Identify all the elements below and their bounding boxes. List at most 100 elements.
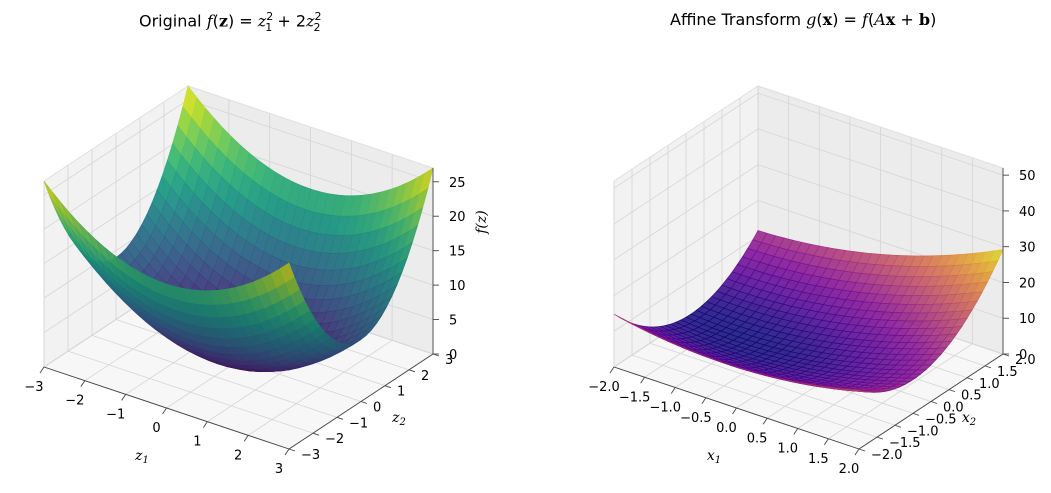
x-tick-label: 0.5 [747, 431, 768, 446]
y-tick [336, 416, 344, 420]
back-grid-line [757, 164, 1004, 248]
z-tick-label: 0 [449, 348, 457, 363]
y-tick-label: −2 [325, 432, 344, 447]
y-tick-label: −0.5 [925, 412, 957, 427]
y-tick [408, 369, 416, 373]
x-tick [762, 418, 768, 425]
y-tick [876, 436, 884, 440]
x-tick [793, 428, 799, 435]
back-grid-line [187, 99, 434, 183]
x-tick-label: 2 [234, 448, 242, 463]
y-tick-label: −1.5 [889, 436, 921, 451]
x-tick-label: −1.5 [619, 390, 651, 405]
y-tick-label: −1 [349, 416, 368, 431]
x-tick-label: 0.0 [716, 421, 737, 436]
x-tick-label: −2.0 [588, 380, 620, 395]
z-tick-label: 5 [449, 314, 457, 329]
z-axis-label: f(z) [474, 210, 490, 234]
x-tick [732, 407, 737, 415]
x-tick-label: 3 [275, 462, 283, 477]
z-tick-label: 25 [449, 176, 466, 191]
y-tick-label: −2.0 [871, 448, 903, 463]
y-tick [384, 385, 392, 389]
x-tick [39, 366, 45, 374]
x-axis-label: x1 [707, 448, 721, 466]
y-tick-label: 3 [445, 353, 453, 368]
x-tick [824, 438, 829, 445]
x-tick-label: 1.5 [808, 452, 829, 467]
y-tick-label: 0.5 [961, 389, 982, 404]
y-tick-label: 0.0 [943, 401, 964, 416]
back-grid-line [757, 128, 1004, 212]
side-grid-line [613, 164, 759, 261]
z-tick-label: 20 [449, 210, 466, 225]
x-tick-label: −3 [24, 380, 43, 395]
side-grid-line [43, 99, 189, 196]
y-tick-label: 2.0 [1015, 353, 1036, 368]
z-tick-label: 40 [1019, 205, 1036, 220]
x-tick [80, 380, 86, 387]
surface-mesh [613, 230, 1004, 393]
side-grid-line [613, 200, 759, 296]
y-tick [894, 424, 902, 428]
z-tick-label: 30 [1019, 241, 1036, 256]
floor-grid-line [631, 354, 878, 438]
y-tick [966, 377, 974, 381]
x-tick [284, 448, 290, 456]
x-tick-label: −2 [65, 394, 84, 409]
left-plot-title: Original f(z) = z21 + 2z22 [139, 10, 322, 34]
x-tick-label: −1.0 [649, 401, 681, 416]
y-axis-label: z2 [391, 410, 406, 428]
y-tick [984, 365, 992, 369]
x-tick [640, 377, 645, 384]
side-grid-line [613, 92, 759, 189]
x-tick [701, 397, 707, 404]
y-tick-label: 0 [373, 401, 381, 416]
z-tick-label: 10 [449, 279, 466, 294]
x-tick [243, 435, 249, 442]
y-tick-label: 2 [421, 369, 429, 384]
x-tick-label: 2.0 [839, 462, 860, 477]
y-tick [360, 401, 368, 404]
y-tick [858, 448, 866, 452]
surface-facet [850, 389, 865, 392]
x-axis-label: z1 [134, 448, 149, 466]
floor-grid-line [91, 334, 338, 418]
floor-grid-line [67, 350, 314, 434]
x-tick-label: 1.0 [777, 442, 798, 457]
back-grid-line [757, 92, 1004, 176]
y-axis-label: x2 [962, 410, 976, 428]
right-plot-title: Affine Transform g(x) = f(Ax + b) [670, 10, 937, 29]
y-tick-label: 1 [397, 385, 405, 400]
y-tick-label: 1.5 [997, 365, 1018, 380]
x-tick-label: 0 [152, 421, 160, 436]
x-tick [609, 366, 615, 374]
z-tick-label: 15 [449, 245, 466, 260]
x-tick [162, 407, 167, 415]
x-tick [202, 421, 208, 428]
z-tick-label: 50 [1019, 169, 1036, 184]
y-tick [288, 448, 296, 452]
x-tick [854, 448, 860, 456]
y-tick [948, 389, 956, 393]
x-tick [121, 394, 127, 401]
side-grid-line [613, 235, 759, 332]
floor-grid-line [649, 342, 896, 426]
y-tick [930, 401, 938, 404]
z-tick-label: 0 [1019, 348, 1027, 363]
y-tick-label: 1.0 [979, 377, 1000, 392]
right-surface-plot: −2.0−1.5−1.0−0.50.00.51.01.52.0−2.0−1.5−… [588, 85, 1036, 477]
surface-mesh [43, 85, 434, 373]
surface-facet [279, 262, 295, 283]
x-tick-label: −1 [106, 407, 125, 422]
y-tick [912, 412, 920, 416]
z-tick-label: 20 [1019, 276, 1036, 291]
x-tick-label: −0.5 [680, 411, 712, 426]
x-tick-label: 1 [193, 435, 201, 450]
y-tick-label: −3 [301, 448, 320, 463]
x-tick [670, 387, 676, 394]
z-tick-label: 10 [1019, 312, 1036, 327]
y-tick-label: −1.0 [907, 424, 939, 439]
